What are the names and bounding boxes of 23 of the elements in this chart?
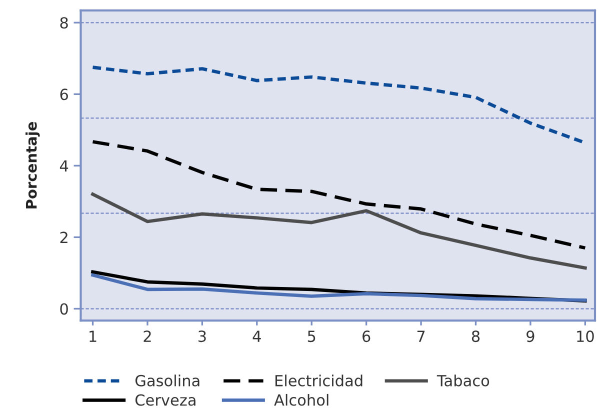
x-tick-label: 3 xyxy=(198,330,206,342)
legend-label: Alcohol xyxy=(274,394,328,406)
x-tick-label: 4 xyxy=(252,330,261,342)
y-tick-label: 8 xyxy=(60,17,68,29)
y-tick-label: 2 xyxy=(60,232,68,244)
x-tick-label: 9 xyxy=(526,330,534,342)
x-tick-label: 2 xyxy=(144,330,151,342)
x-tick-label: 7 xyxy=(417,330,425,342)
y-tick-label: 4 xyxy=(60,160,68,172)
legend-label: Gasolina xyxy=(135,374,200,386)
legend-label: Cerveza xyxy=(135,394,196,406)
legend-label: Tabaco xyxy=(436,374,490,386)
line-series xyxy=(91,140,587,250)
y-axis-title: Porcentaje xyxy=(26,122,40,208)
legend-label: Electricidad xyxy=(275,374,362,386)
x-tick-label: 5 xyxy=(308,330,316,342)
x-tick-label: 8 xyxy=(472,330,480,342)
y-tick-label: 6 xyxy=(60,88,68,100)
x-tick-label: 1 xyxy=(90,330,96,342)
y-tick-label: 0 xyxy=(60,303,68,315)
x-tick-label: 6 xyxy=(362,330,370,342)
line-series xyxy=(91,192,587,270)
x-tick-label: 10 xyxy=(577,330,594,342)
